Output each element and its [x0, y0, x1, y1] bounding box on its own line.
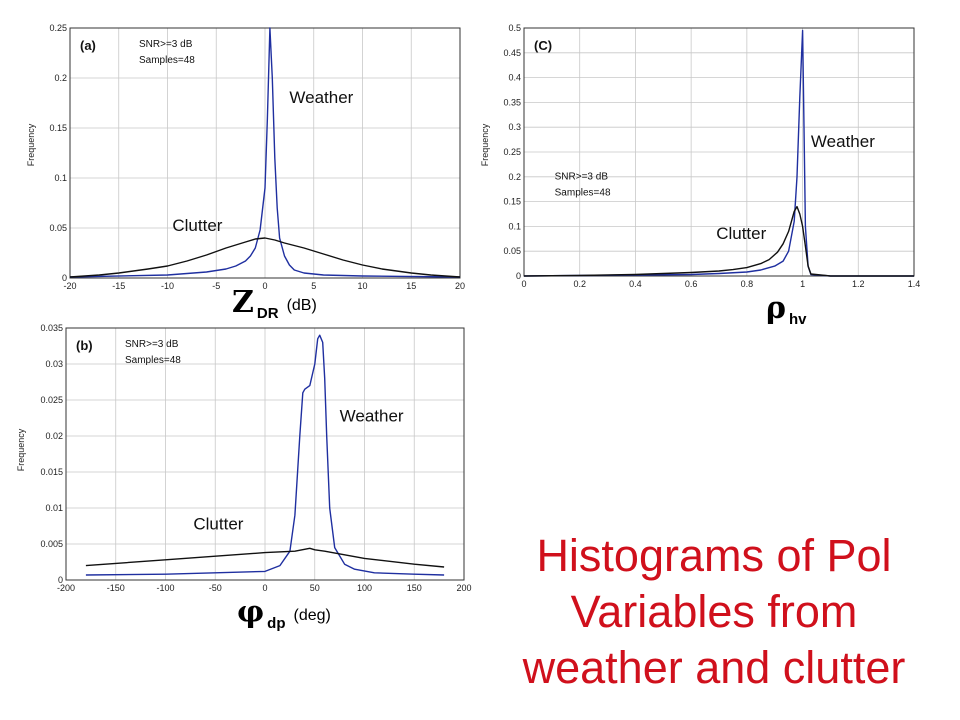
plot-note: SNR>=3 dB	[125, 339, 179, 350]
x-tick-label: 0	[262, 583, 267, 593]
y-tick-label: 0.2	[508, 172, 521, 182]
x-axis-unit: (deg)	[293, 607, 330, 624]
x-tick-label: -100	[156, 583, 174, 593]
y-tick-label: 0	[516, 271, 521, 281]
y-tick-label: 0.02	[45, 431, 63, 441]
series-line-clutter	[85, 547, 445, 568]
x-tick-label: -15	[112, 281, 125, 291]
y-tick-label: 0.1	[508, 221, 521, 231]
y-tick-label: 0	[58, 575, 63, 585]
histogram-panel-rhohv: 0 0.2 0.4 0.6 0.8 1 1.2 1.4 0 0.05 0.1 0.15 0.2 0.25 0…	[480, 23, 920, 328]
slide-title-line-1: Histograms of Pol	[536, 530, 892, 581]
plot-note: SNR>=3 dB	[139, 39, 193, 50]
series-annotation: Weather	[289, 88, 353, 107]
y-tick-label: 0.1	[54, 173, 67, 183]
x-tick-label: 15	[406, 281, 416, 291]
x-axis-label: ρ hv	[766, 291, 807, 328]
y-tick-label: 0.4	[508, 73, 521, 83]
y-tick-label: 0.035	[40, 323, 63, 333]
plot-note: SNR>=3 dB	[555, 171, 609, 182]
y-axis-label: Frequency	[480, 123, 490, 166]
x-tick-label: 50	[310, 583, 320, 593]
x-axis-subscript: dp	[267, 615, 285, 632]
x-axis-subscript: DR	[257, 305, 279, 322]
x-tick-label: -50	[209, 583, 222, 593]
x-tick-label: 1.2	[852, 279, 865, 289]
x-tick-label: 0	[262, 281, 267, 291]
x-axis-unit: (dB)	[287, 297, 317, 314]
x-tick-label: -150	[107, 583, 125, 593]
y-tick-label: 0.025	[40, 395, 63, 405]
histogram-panel-phidp: -200 -150 -100 -50 0 50 100 150 200 0 0.005 0.01 0.0…	[16, 323, 472, 632]
y-tick-label: 0.15	[49, 123, 67, 133]
plot-note: Samples=48	[125, 355, 181, 366]
y-axis-label: Frequency	[26, 123, 36, 166]
y-tick-label: 0.15	[503, 197, 521, 207]
series-annotation: Weather	[340, 407, 404, 426]
y-tick-label: 0.25	[503, 147, 521, 157]
plot-note: Samples=48	[139, 55, 195, 66]
plot-frame	[523, 27, 915, 277]
panel-label: (C)	[534, 38, 552, 53]
x-tick-label: 10	[357, 281, 367, 291]
y-axis-label: Frequency	[16, 428, 26, 471]
x-axis-label: φ dp (deg)	[237, 595, 331, 632]
y-tick-label: 0.35	[503, 97, 521, 107]
series-line-clutter	[523, 205, 914, 277]
series-line-weather	[69, 27, 461, 278]
x-axis-symbol: φ	[237, 595, 264, 630]
x-tick-label: -20	[63, 281, 76, 291]
x-tick-label: 1	[800, 279, 805, 289]
x-tick-label: 5	[311, 281, 316, 291]
y-tick-label: 0.015	[40, 467, 63, 477]
plot-note: Samples=48	[555, 187, 611, 198]
series-annotation: Clutter	[716, 224, 766, 243]
slide-title: Histograms of Pol Variables from weather…	[468, 528, 960, 696]
x-axis-symbol: ρ	[766, 291, 786, 326]
x-tick-label: 0	[521, 279, 526, 289]
x-tick-label: 0.6	[685, 279, 698, 289]
x-tick-label: -5	[212, 281, 220, 291]
x-tick-label: 0.4	[629, 279, 642, 289]
x-axis-label: Z DR (dB)	[232, 285, 317, 322]
panel-label: (b)	[76, 338, 93, 353]
y-tick-label: 0.005	[40, 539, 63, 549]
series-line-weather	[85, 334, 445, 576]
x-tick-label: 100	[357, 583, 372, 593]
x-tick-label: 150	[407, 583, 422, 593]
plot-frame	[65, 327, 465, 581]
y-tick-label: 0.45	[503, 48, 521, 58]
slide-title-line-3: weather and clutter	[522, 642, 906, 693]
histogram-panel-zdr: -20 -15 -10 -5 0 5 10 15 20 0 0.05 0.1 0.15 0.2 0.25 Fr…	[26, 23, 465, 322]
slide-title-line-2: Variables from	[570, 586, 858, 637]
x-tick-label: 20	[455, 281, 465, 291]
x-axis-symbol: Z	[232, 285, 254, 320]
y-tick-label: 0.25	[49, 23, 67, 33]
x-axis-subscript: hv	[789, 311, 807, 328]
panel-label: (a)	[80, 38, 96, 53]
y-tick-label: 0.3	[508, 122, 521, 132]
y-tick-label: 0.05	[503, 246, 521, 256]
x-tick-label: 200	[456, 583, 471, 593]
y-tick-label: 0	[62, 273, 67, 283]
x-tick-label: -200	[57, 583, 75, 593]
y-tick-label: 0.03	[45, 359, 63, 369]
series-annotation: Clutter	[193, 515, 243, 534]
series-annotation: Weather	[811, 132, 875, 151]
y-tick-label: 0.01	[45, 503, 63, 513]
x-tick-label: -10	[161, 281, 174, 291]
y-tick-label: 0.05	[49, 223, 67, 233]
x-tick-label: 0.2	[573, 279, 586, 289]
y-tick-label: 0.2	[54, 73, 67, 83]
x-tick-label: 1.4	[908, 279, 921, 289]
series-line-clutter	[69, 237, 461, 278]
x-tick-label: 0.8	[741, 279, 754, 289]
y-tick-label: 0.5	[508, 23, 521, 33]
plot-frame	[69, 27, 461, 279]
series-annotation: Clutter	[172, 216, 222, 235]
